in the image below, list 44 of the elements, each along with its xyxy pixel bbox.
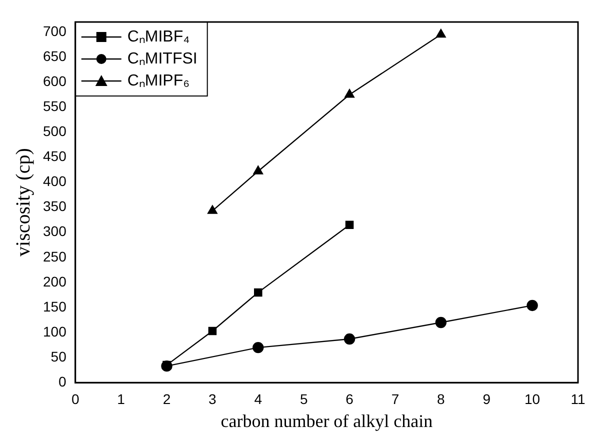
y-axis-title: viscosity (cp) — [12, 148, 34, 256]
y-tick-label: 600 — [43, 72, 67, 89]
x-tick-label: 6 — [346, 390, 354, 407]
point — [526, 300, 538, 312]
y-tick-label: 400 — [43, 173, 67, 190]
x-tick-label: 11 — [570, 390, 586, 407]
y-tick-label: 100 — [43, 323, 67, 340]
x-tick-label: 5 — [300, 390, 308, 407]
y-tick-label: 150 — [43, 298, 67, 314]
point — [344, 333, 356, 345]
y-tick-label: 700 — [43, 22, 67, 39]
point — [436, 28, 446, 38]
point — [435, 316, 447, 328]
x-tick-label: 8 — [437, 390, 446, 407]
y-tick-label: 300 — [43, 223, 67, 240]
x-tick-label: 7 — [391, 390, 400, 407]
x-tick-label: 4 — [254, 390, 262, 407]
y-tick-label: 450 — [43, 148, 67, 164]
point — [253, 166, 264, 174]
y-tick-label: 250 — [43, 248, 67, 264]
point — [254, 288, 262, 297]
point — [252, 342, 264, 354]
point — [345, 220, 354, 229]
y-tick-label: 500 — [43, 123, 67, 140]
x-tick-label: 0 — [71, 390, 80, 407]
y-tick-label: 0 — [58, 373, 67, 390]
point — [344, 89, 354, 98]
y-tick-label: 550 — [43, 98, 67, 114]
point — [161, 360, 172, 372]
legend-label: CₙMITFSI — [127, 50, 198, 68]
y-tick-label: 350 — [43, 198, 67, 214]
x-axis-title: carbon number of alkyl chain — [220, 410, 433, 431]
x-tick-label: 2 — [162, 390, 171, 407]
point — [208, 205, 218, 214]
legend-label: CₙMIBF₄ — [127, 28, 190, 46]
legend-label: CₙMIPF₆ — [127, 72, 190, 90]
y-tick-label: 650 — [43, 48, 67, 64]
y-tick-label: 200 — [43, 273, 67, 290]
x-tick-label: 9 — [482, 390, 491, 407]
y-tick-label: 50 — [50, 348, 67, 364]
x-tick-label: 3 — [208, 390, 217, 407]
x-tick-label: 1 — [117, 390, 126, 407]
x-tick-label: 10 — [524, 390, 540, 407]
point — [208, 326, 217, 336]
